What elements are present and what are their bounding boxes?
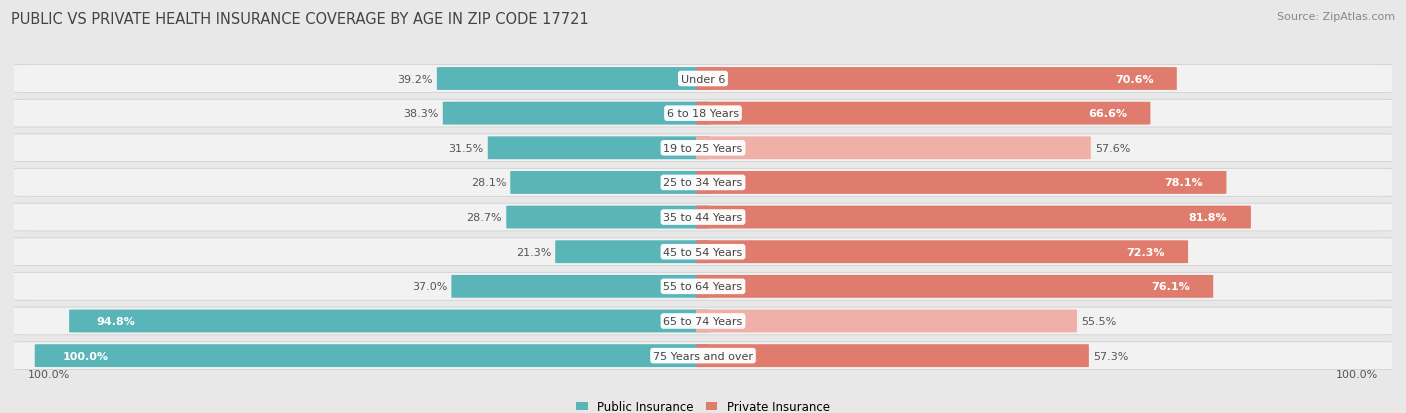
Text: 6 to 18 Years: 6 to 18 Years	[666, 109, 740, 119]
Text: 38.3%: 38.3%	[404, 109, 439, 119]
FancyBboxPatch shape	[696, 102, 1150, 125]
Text: 57.3%: 57.3%	[1092, 351, 1129, 361]
Text: 37.0%: 37.0%	[412, 282, 447, 292]
FancyBboxPatch shape	[7, 169, 1399, 197]
FancyBboxPatch shape	[7, 238, 1399, 266]
Text: 66.6%: 66.6%	[1088, 109, 1128, 119]
FancyBboxPatch shape	[69, 310, 710, 332]
Text: 57.6%: 57.6%	[1095, 143, 1130, 153]
Text: 55.5%: 55.5%	[1081, 316, 1116, 326]
Text: 35 to 44 Years: 35 to 44 Years	[664, 213, 742, 223]
FancyBboxPatch shape	[510, 171, 710, 195]
Text: 28.1%: 28.1%	[471, 178, 506, 188]
Text: 45 to 54 Years: 45 to 54 Years	[664, 247, 742, 257]
Text: 72.3%: 72.3%	[1126, 247, 1164, 257]
FancyBboxPatch shape	[7, 342, 1399, 370]
FancyBboxPatch shape	[451, 275, 710, 298]
Text: 55 to 64 Years: 55 to 64 Years	[664, 282, 742, 292]
FancyBboxPatch shape	[443, 102, 710, 125]
FancyBboxPatch shape	[696, 171, 1226, 195]
Text: 19 to 25 Years: 19 to 25 Years	[664, 143, 742, 153]
Text: 94.8%: 94.8%	[97, 316, 135, 326]
FancyBboxPatch shape	[696, 275, 1213, 298]
Text: 70.6%: 70.6%	[1115, 74, 1153, 84]
FancyBboxPatch shape	[506, 206, 710, 229]
FancyBboxPatch shape	[696, 241, 1188, 263]
FancyBboxPatch shape	[7, 307, 1399, 335]
Text: Under 6: Under 6	[681, 74, 725, 84]
Text: 100.0%: 100.0%	[62, 351, 108, 361]
FancyBboxPatch shape	[7, 273, 1399, 301]
FancyBboxPatch shape	[696, 344, 1088, 367]
FancyBboxPatch shape	[7, 135, 1399, 162]
FancyBboxPatch shape	[437, 68, 710, 91]
FancyBboxPatch shape	[696, 310, 1077, 332]
FancyBboxPatch shape	[7, 100, 1399, 128]
FancyBboxPatch shape	[555, 241, 710, 263]
Text: 31.5%: 31.5%	[449, 143, 484, 153]
FancyBboxPatch shape	[7, 204, 1399, 231]
Text: 39.2%: 39.2%	[398, 74, 433, 84]
Text: 21.3%: 21.3%	[516, 247, 551, 257]
FancyBboxPatch shape	[35, 344, 710, 367]
Text: 81.8%: 81.8%	[1189, 213, 1227, 223]
Text: 100.0%: 100.0%	[28, 369, 70, 379]
FancyBboxPatch shape	[7, 66, 1399, 93]
FancyBboxPatch shape	[696, 68, 1177, 91]
Text: 25 to 34 Years: 25 to 34 Years	[664, 178, 742, 188]
Text: 76.1%: 76.1%	[1152, 282, 1189, 292]
Text: 65 to 74 Years: 65 to 74 Years	[664, 316, 742, 326]
FancyBboxPatch shape	[488, 137, 710, 160]
FancyBboxPatch shape	[696, 206, 1251, 229]
Text: 78.1%: 78.1%	[1164, 178, 1204, 188]
Text: PUBLIC VS PRIVATE HEALTH INSURANCE COVERAGE BY AGE IN ZIP CODE 17721: PUBLIC VS PRIVATE HEALTH INSURANCE COVER…	[11, 12, 589, 27]
Text: 100.0%: 100.0%	[1336, 369, 1378, 379]
Legend: Public Insurance, Private Insurance: Public Insurance, Private Insurance	[571, 396, 835, 413]
FancyBboxPatch shape	[696, 137, 1091, 160]
Text: 28.7%: 28.7%	[467, 213, 502, 223]
Text: 75 Years and over: 75 Years and over	[652, 351, 754, 361]
Text: Source: ZipAtlas.com: Source: ZipAtlas.com	[1277, 12, 1395, 22]
